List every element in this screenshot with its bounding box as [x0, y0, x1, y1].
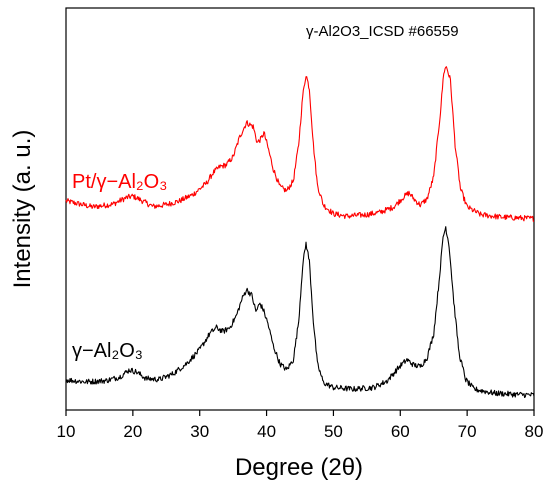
x-tick-label-50: 50 — [324, 422, 343, 441]
x-axis-ticks — [65, 410, 535, 416]
x-axis-title: Degree (2θ) — [235, 454, 363, 481]
y-axis-title: Intensity (a. u.) — [9, 130, 36, 289]
x-tick-label-30: 30 — [190, 422, 209, 441]
x-tick-label-20: 20 — [123, 422, 142, 441]
series-layer — [65, 66, 535, 399]
x-axis-tick-labels: 10 20 30 40 50 60 70 80 — [57, 422, 544, 441]
plot-frame — [65, 7, 535, 411]
x-tick-label-70: 70 — [458, 422, 477, 441]
annotation-text: γ-Al2O3_ICSD #66559 — [306, 23, 459, 40]
series-label-gamma: γ−Al₂O₃ — [72, 340, 143, 362]
x-tick-label-80: 80 — [525, 422, 544, 441]
series-label-pt: Pt/γ−Al₂O₃ — [72, 171, 167, 193]
series-line-gamma-al2o3 — [65, 226, 535, 399]
x-tick-label-40: 40 — [257, 422, 276, 441]
series-line-pt-gamma-al2o3 — [65, 66, 535, 222]
x-tick-label-60: 60 — [391, 422, 410, 441]
x-tick-label-10: 10 — [57, 422, 76, 441]
